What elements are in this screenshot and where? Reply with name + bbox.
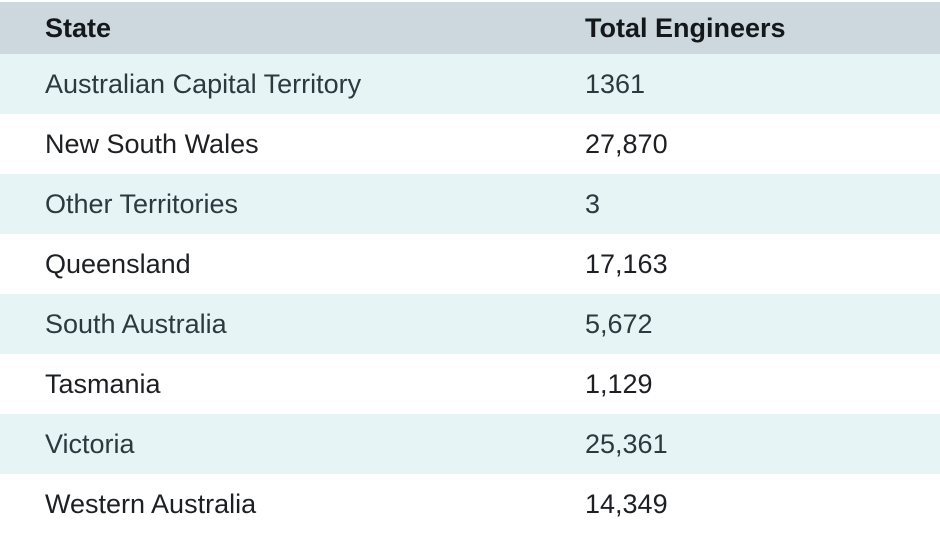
state-cell: Other Territories [45, 188, 239, 219]
table-row: South Australia 5,672 [0, 294, 940, 354]
table-row: Australian Capital Territory 1361 [0, 54, 940, 114]
total-engineers-cell: 17,163 [585, 248, 668, 279]
state-cell: Queensland [45, 248, 191, 279]
total-engineers-cell: 27,870 [585, 128, 668, 159]
column-header-state: State [45, 12, 112, 43]
table-row: Victoria 25,361 [0, 414, 940, 474]
total-engineers-cell: 1,129 [585, 368, 653, 399]
table-row: Tasmania 1,129 [0, 354, 940, 414]
table-body: Australian Capital Territory 1361 New So… [0, 54, 940, 534]
state-cell: Tasmania [45, 368, 161, 399]
total-engineers-cell: 3 [585, 188, 601, 219]
total-engineers-cell: 25,361 [585, 428, 668, 459]
table-row: New South Wales 27,870 [0, 114, 940, 174]
column-header-total-engineers: Total Engineers [585, 12, 786, 43]
engineers-by-state-table: State Total Engineers Australian Capital… [0, 2, 940, 534]
state-cell: New South Wales [45, 128, 259, 159]
total-engineers-cell: 14,349 [585, 488, 668, 519]
total-engineers-cell: 5,672 [585, 308, 653, 339]
state-cell: Western Australia [45, 488, 257, 519]
table-header-row: State Total Engineers [0, 2, 940, 54]
total-engineers-cell: 1361 [585, 68, 646, 99]
state-cell: South Australia [45, 308, 227, 339]
state-cell: Australian Capital Territory [45, 68, 362, 99]
table-row: Queensland 17,163 [0, 234, 940, 294]
table-row: Western Australia 14,349 [0, 474, 940, 534]
table-row: Other Territories 3 [0, 174, 940, 234]
state-cell: Victoria [45, 428, 135, 459]
